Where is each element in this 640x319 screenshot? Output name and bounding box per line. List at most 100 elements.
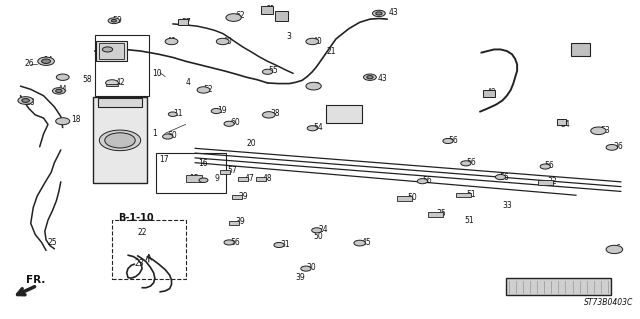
Bar xyxy=(186,175,202,182)
Text: 54: 54 xyxy=(314,123,323,132)
Text: 34: 34 xyxy=(561,120,570,129)
Text: 24: 24 xyxy=(318,225,328,234)
Text: B-1-10: B-1-10 xyxy=(118,212,154,223)
Text: 29: 29 xyxy=(238,192,248,201)
Circle shape xyxy=(99,130,141,151)
Bar xyxy=(256,177,266,181)
Circle shape xyxy=(312,228,322,233)
Circle shape xyxy=(417,179,428,184)
Circle shape xyxy=(56,89,62,93)
Circle shape xyxy=(108,18,120,24)
Bar xyxy=(229,221,239,225)
Text: 9: 9 xyxy=(214,174,220,183)
Bar xyxy=(99,43,124,59)
Text: 4: 4 xyxy=(186,78,191,87)
Bar xyxy=(483,90,495,97)
Bar xyxy=(112,220,186,279)
Text: 46: 46 xyxy=(579,47,589,56)
Text: 47: 47 xyxy=(244,174,254,183)
Circle shape xyxy=(606,245,623,254)
Text: 44: 44 xyxy=(58,85,67,94)
Text: 1: 1 xyxy=(152,130,157,138)
Bar xyxy=(232,195,242,199)
Circle shape xyxy=(262,69,273,74)
Text: 56: 56 xyxy=(230,238,240,247)
Text: 27: 27 xyxy=(95,147,104,156)
Bar xyxy=(557,119,566,125)
Bar xyxy=(397,196,412,201)
Circle shape xyxy=(461,161,471,166)
Bar xyxy=(98,98,142,107)
Text: 6: 6 xyxy=(616,244,621,253)
Text: 30: 30 xyxy=(306,263,316,272)
Text: 17: 17 xyxy=(159,155,168,164)
Text: 8: 8 xyxy=(315,82,319,91)
Circle shape xyxy=(376,12,382,15)
Text: 40: 40 xyxy=(166,37,176,46)
Circle shape xyxy=(216,38,229,45)
Text: 3: 3 xyxy=(286,32,291,41)
Text: 62: 62 xyxy=(236,11,245,20)
Circle shape xyxy=(18,97,33,104)
Text: 48: 48 xyxy=(262,174,272,183)
Text: 35: 35 xyxy=(436,209,446,218)
Text: 39: 39 xyxy=(296,273,305,282)
Text: 38: 38 xyxy=(271,109,280,118)
Bar xyxy=(326,105,362,123)
Text: 10: 10 xyxy=(152,69,162,78)
Text: 56: 56 xyxy=(499,173,509,182)
Text: 56: 56 xyxy=(422,176,432,185)
Bar xyxy=(428,212,443,217)
Circle shape xyxy=(301,266,311,271)
Circle shape xyxy=(306,38,319,45)
Text: 52: 52 xyxy=(204,85,213,94)
Circle shape xyxy=(56,118,70,125)
Text: 14: 14 xyxy=(44,56,53,65)
Circle shape xyxy=(606,145,618,150)
Text: 56: 56 xyxy=(466,158,476,167)
Text: 55: 55 xyxy=(269,66,278,75)
Text: 15: 15 xyxy=(189,174,199,183)
Text: 59: 59 xyxy=(112,16,122,25)
Circle shape xyxy=(540,164,550,169)
Circle shape xyxy=(307,126,317,131)
Text: 39: 39 xyxy=(236,217,245,226)
Text: 2: 2 xyxy=(280,11,284,20)
Bar xyxy=(456,193,471,197)
Circle shape xyxy=(163,134,173,139)
Bar xyxy=(571,43,590,56)
Circle shape xyxy=(56,74,69,80)
Text: 13: 13 xyxy=(101,47,111,56)
Circle shape xyxy=(168,112,177,116)
Text: 60: 60 xyxy=(168,131,177,140)
Text: 37: 37 xyxy=(182,18,191,27)
Text: 51: 51 xyxy=(466,190,476,199)
Text: FR.: FR. xyxy=(26,275,45,285)
Text: 31: 31 xyxy=(280,240,290,249)
Text: 56: 56 xyxy=(448,136,458,145)
Text: 11: 11 xyxy=(173,109,182,118)
Bar xyxy=(538,180,553,185)
Circle shape xyxy=(111,19,116,22)
Circle shape xyxy=(22,99,29,102)
Text: 43: 43 xyxy=(389,8,399,17)
Text: 40: 40 xyxy=(223,37,232,46)
Text: 45: 45 xyxy=(362,238,371,247)
Bar xyxy=(93,97,147,183)
Text: 25: 25 xyxy=(48,238,58,247)
Text: 22: 22 xyxy=(138,228,147,237)
Bar xyxy=(238,177,248,181)
Circle shape xyxy=(364,74,376,80)
Text: 7: 7 xyxy=(357,115,362,124)
Bar xyxy=(106,84,118,86)
Text: 18: 18 xyxy=(72,115,81,124)
Circle shape xyxy=(372,10,385,17)
Circle shape xyxy=(52,88,65,94)
Text: 5: 5 xyxy=(538,287,543,296)
Circle shape xyxy=(443,138,453,144)
Circle shape xyxy=(211,108,221,114)
Circle shape xyxy=(38,57,54,65)
Bar xyxy=(275,11,288,21)
Circle shape xyxy=(262,112,275,118)
Text: 61: 61 xyxy=(266,5,275,14)
